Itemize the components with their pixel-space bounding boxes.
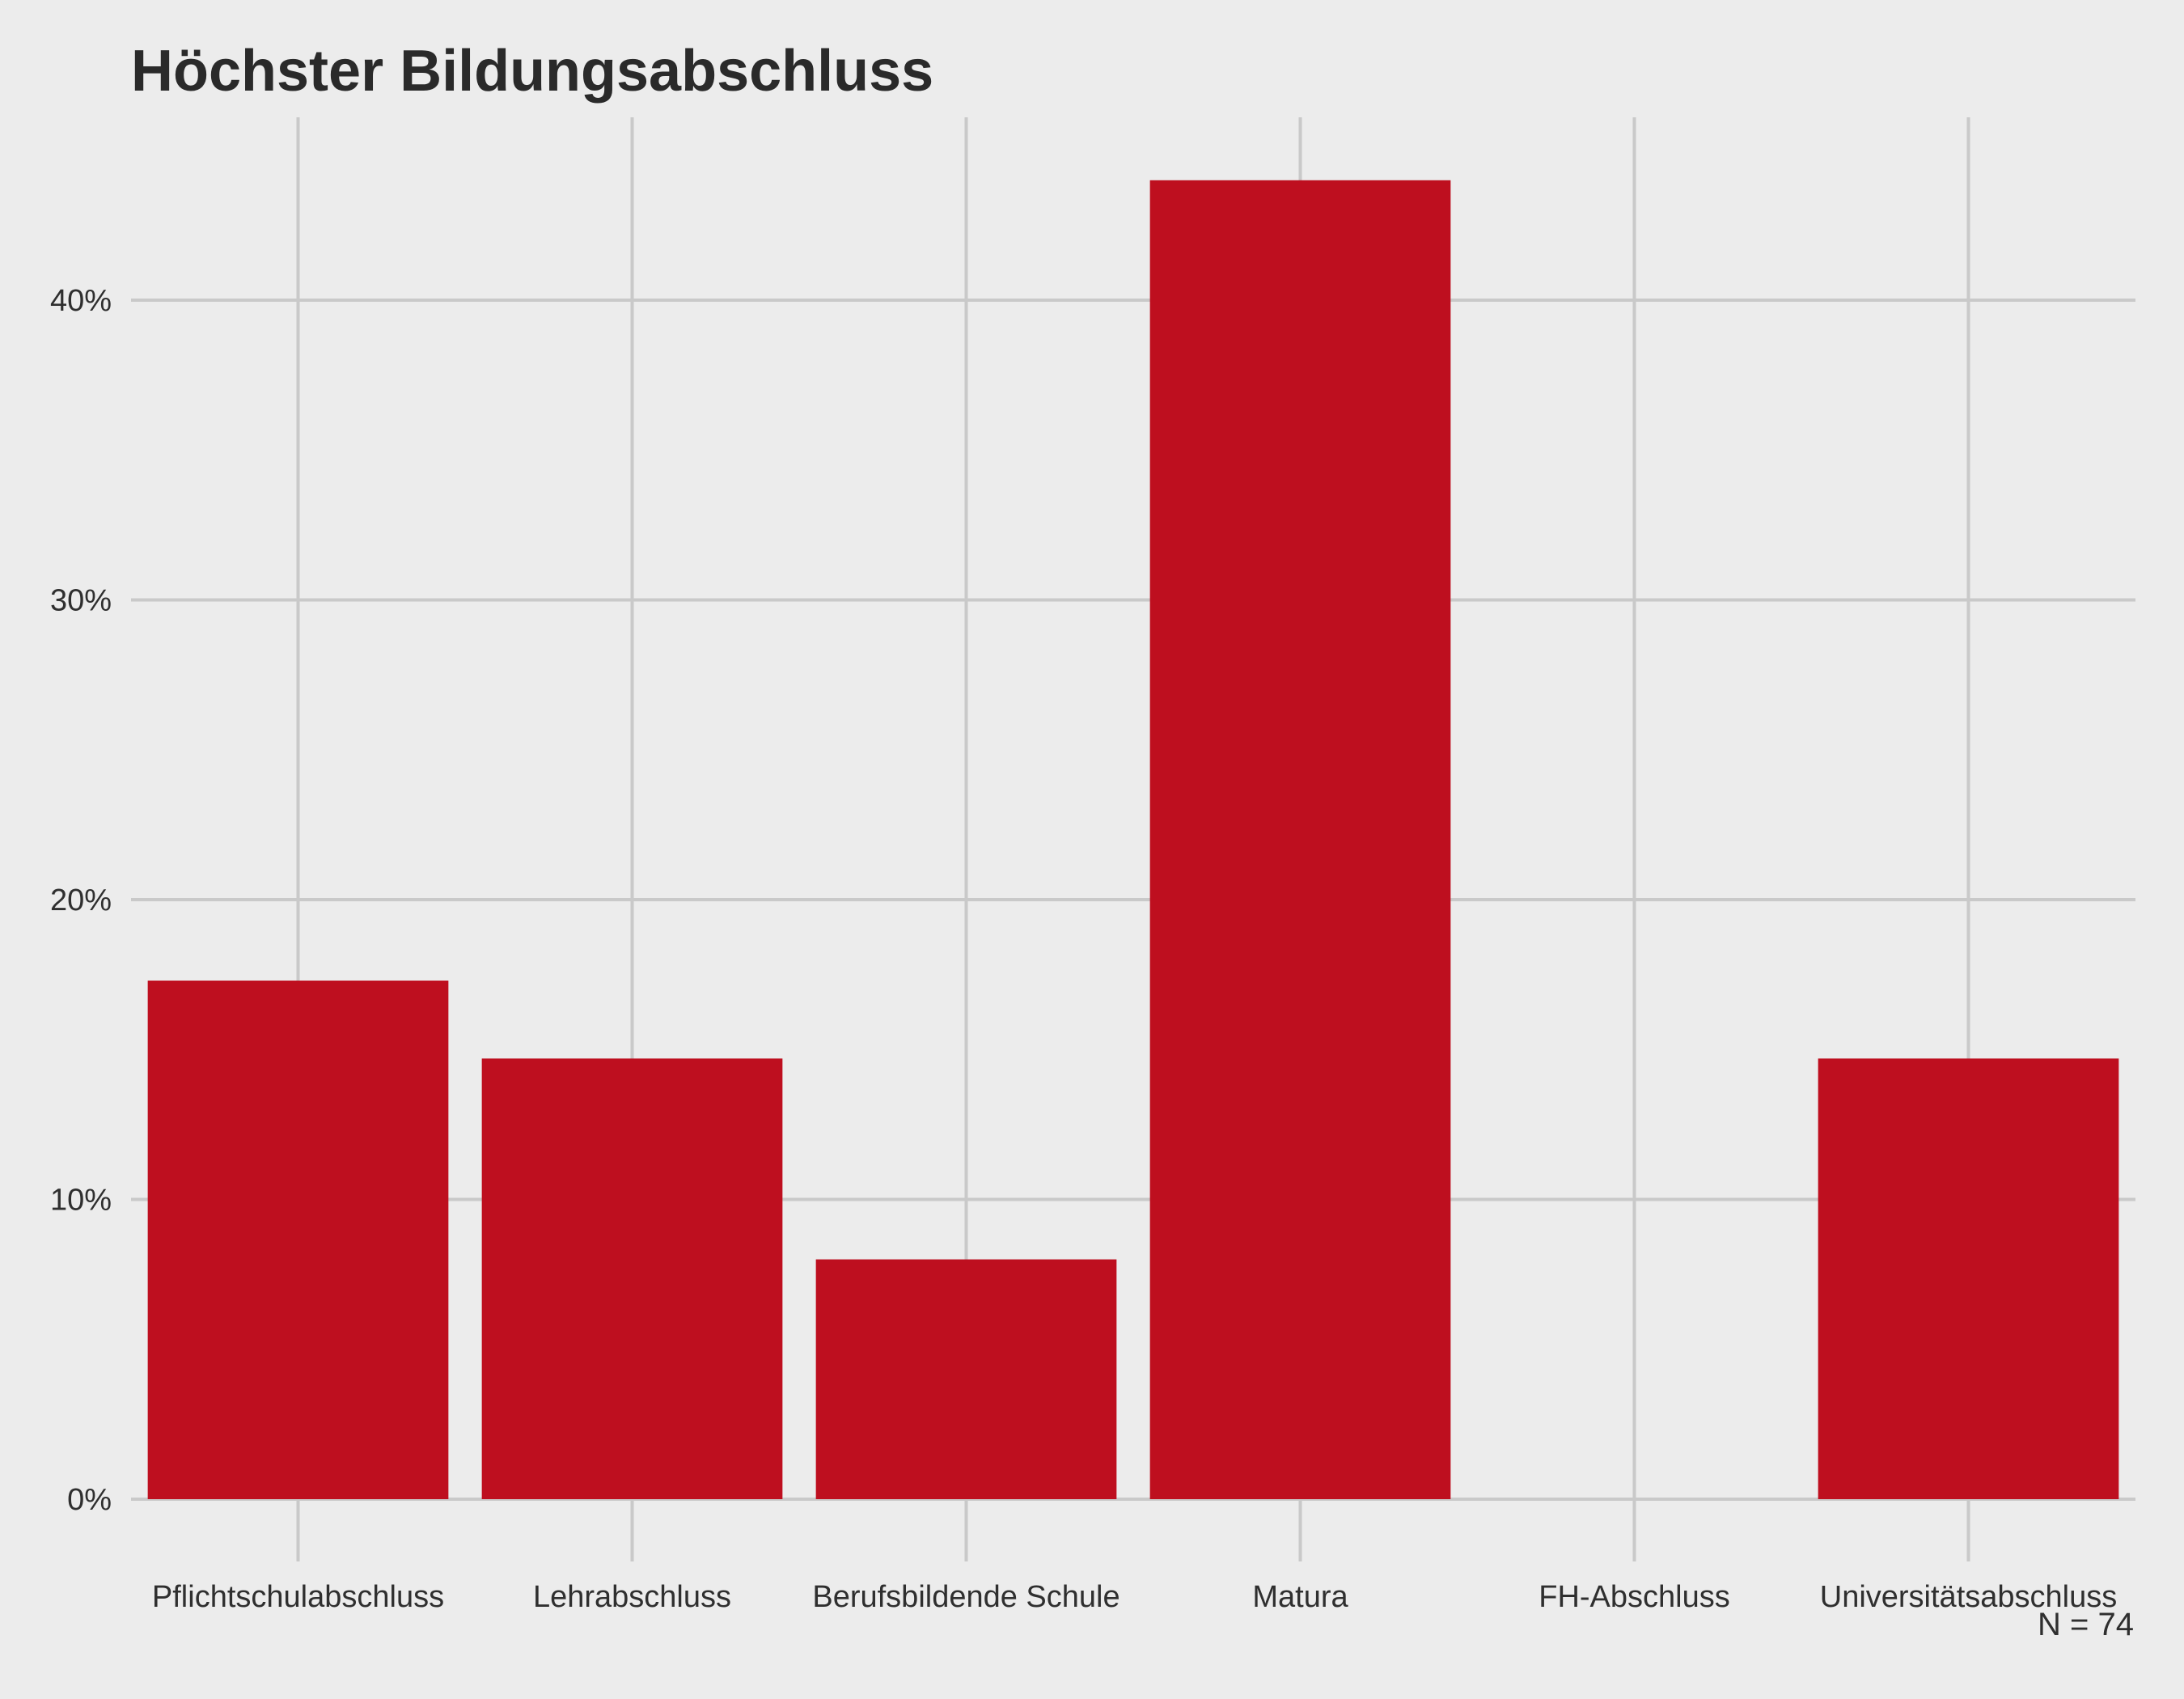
y-tick-label: 30% [50,584,112,618]
sample-size-caption: N = 74 [2038,1607,2134,1642]
bar-berufsbildende-schule [815,1259,1117,1499]
y-tick-label: 0% [67,1483,112,1517]
y-tick-label: 10% [50,1184,112,1218]
x-tick-label: FH-Abschluss [1539,1580,1730,1614]
bar-matura [1149,180,1451,1499]
x-tick-label: Pflichtschulabschluss [152,1580,444,1614]
y-tick-label: 40% [50,284,112,318]
x-tick-label: Matura [1252,1580,1348,1614]
bar-pflichtschulabschluss [147,981,449,1499]
bar-lehrabschluss [481,1058,783,1499]
x-tick-label: Universitätsabschluss [1820,1580,2117,1614]
chart-title: Höchster Bildungsabschluss [131,39,933,104]
x-axis-tick-labels: Pflichtschulabschluss Lehrabschluss Berufs… [152,1580,2117,1614]
bar-universitätsabschluss [1818,1058,2119,1499]
x-tick-label: Berufsbildende Schule [812,1580,1120,1614]
y-axis-tick-labels: 0% 10% 20% 30% 40% [50,284,112,1517]
y-tick-label: 20% [50,883,112,917]
x-tick-label: Lehrabschluss [533,1580,731,1614]
bars [147,180,2119,1499]
